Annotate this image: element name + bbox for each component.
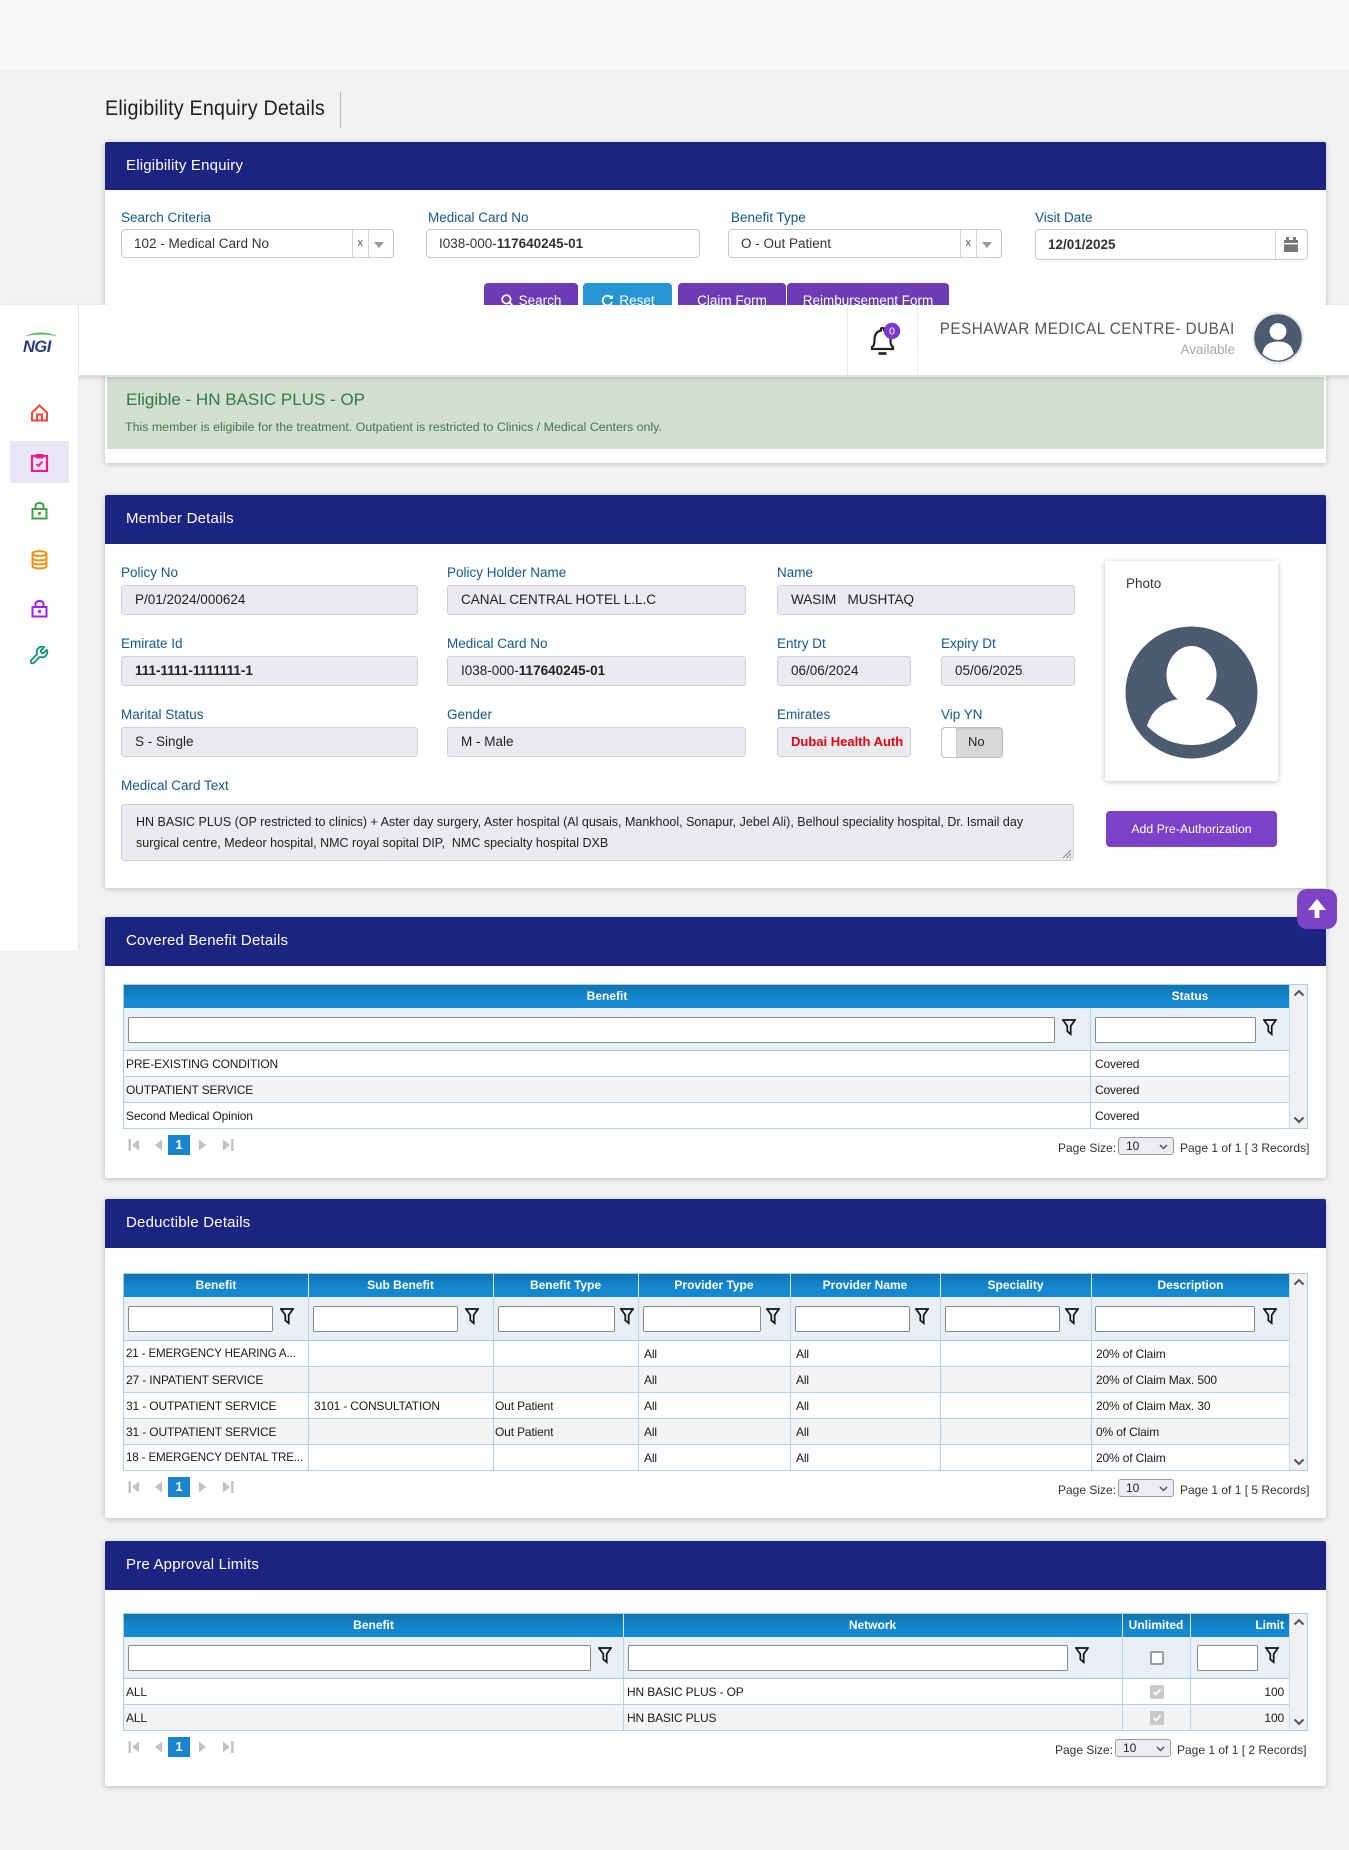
- svg-text:NGI: NGI: [23, 338, 52, 356]
- svg-text:0: 0: [889, 326, 895, 338]
